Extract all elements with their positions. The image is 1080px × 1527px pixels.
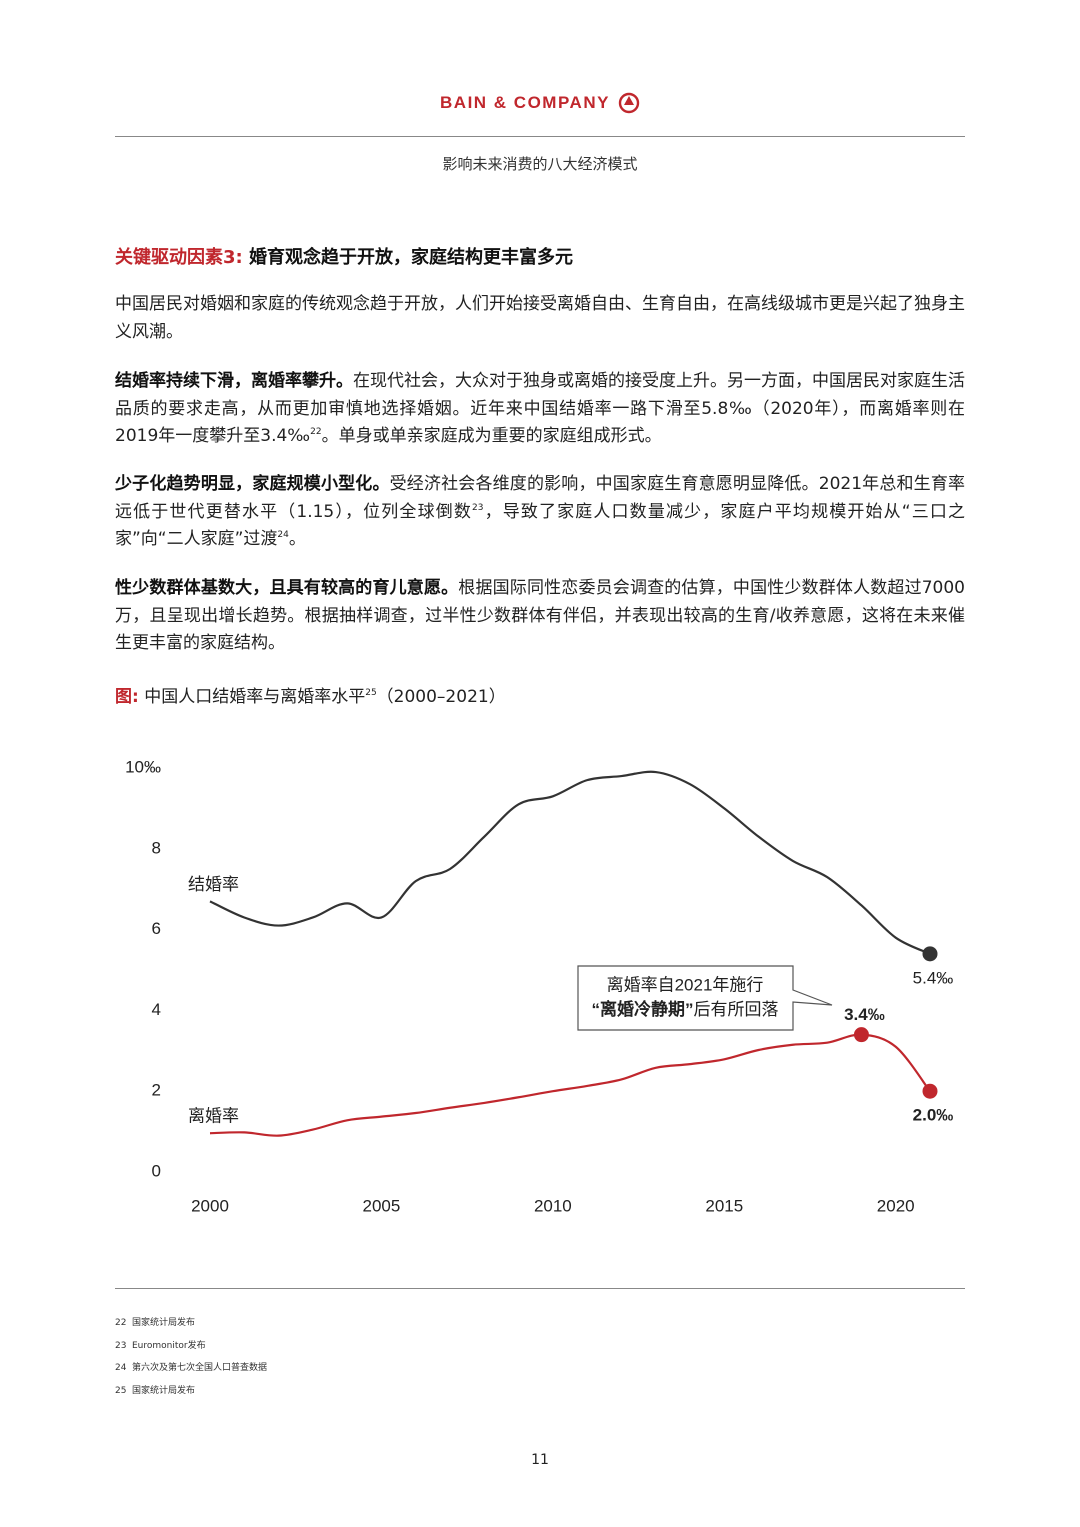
bold-text: 结婚率持续下滑，离婚率攀升。	[115, 371, 353, 391]
footnote: 24 第六次及第七次全国人口普查数据	[115, 1360, 267, 1373]
chart: 离婚率自2021年施行 “离婚冷静期”后有所回落 0 2 4 6 8 10‰ 2000 200…	[125, 757, 954, 1215]
figure-caption: 图: 中国人口结婚率与离婚率水平25（2000–2021）	[115, 682, 506, 707]
text: 。单身或单亲家庭成为重要的家庭组成形式。	[321, 426, 662, 446]
y-tick-label: 2	[152, 1081, 161, 1100]
annotation: 离婚率自2021年施行 “离婚冷静期”后有所回落	[577, 965, 833, 1031]
footnote-ref: 23	[471, 502, 484, 513]
value-label: 2.0‰	[913, 1106, 954, 1125]
annotation-emphasis: “离婚冷静期”	[592, 999, 694, 1019]
footnote-number: 22	[115, 1318, 127, 1328]
y-tick-label: 4	[152, 1000, 161, 1019]
point-marker	[922, 946, 938, 962]
series-line	[209, 1033, 931, 1137]
paragraph: 结婚率持续下滑，离婚率攀升。在现代社会，大众对于独身或离婚的接受度上升。另一方面…	[115, 368, 965, 451]
annotation-text: 离婚率自2021年施行	[607, 975, 764, 994]
section-title: 婚育观念趋于开放，家庭结构更丰富多元	[249, 247, 574, 268]
footnote-ref: 25	[365, 688, 377, 698]
footnote-number: 25	[115, 1385, 127, 1396]
footnote-text: Euromonitor发布	[132, 1340, 206, 1351]
footnote-ref: 24	[277, 530, 289, 540]
annotation-box	[577, 965, 833, 1031]
x-tick-label: 2000	[191, 1196, 229, 1215]
series-line	[209, 770, 931, 955]
footnote-text: 国家统计局发布	[132, 1385, 196, 1396]
y-tick-label: 10‰	[125, 757, 161, 776]
footnote-rule	[115, 1288, 965, 1289]
bold-text: 少子化趋势明显，家庭规模小型化。	[115, 474, 390, 494]
x-tick-label: 2005	[363, 1196, 401, 1215]
figure-range: （2000–2021）	[376, 687, 506, 707]
value-label: 3.4‰	[844, 1005, 885, 1024]
subtitle: 影响未来消费的八大经济模式	[442, 155, 638, 173]
footnote-number: 23	[115, 1340, 127, 1351]
point-marker	[853, 1027, 869, 1043]
section-heading: 关键驱动因素3: 婚育观念趋于开放，家庭结构更丰富多元	[115, 243, 573, 269]
footnote-text: 国家统计局发布	[132, 1318, 196, 1328]
value-label: 5.4‰	[913, 968, 954, 987]
series-label: 离婚率	[188, 1107, 239, 1126]
footnote: 25 国家统计局发布	[115, 1383, 195, 1396]
annotation-text: “离婚冷静期”后有所回落	[592, 999, 779, 1019]
y-tick-label: 8	[152, 838, 161, 857]
header-rule	[115, 136, 965, 137]
footnote: 22 国家统计局发布	[115, 1315, 195, 1328]
footnote: 23 Euromonitor发布	[115, 1338, 206, 1351]
x-tick-label: 2015	[705, 1196, 743, 1215]
y-tick-label: 6	[152, 919, 161, 938]
bold-text: 性少数群体基数大，且具有较高的育儿意愿。	[115, 578, 459, 598]
x-tick-label: 2020	[877, 1196, 915, 1215]
point-marker	[922, 1083, 938, 1099]
section-label: 关键驱动因素3:	[115, 247, 243, 268]
figure-label: 图:	[115, 687, 139, 707]
figure-title: 中国人口结婚率与离婚率水平	[144, 687, 366, 707]
paragraph: 少子化趋势明显，家庭规模小型化。受经济社会各维度的影响，中国家庭生育意愿明显降低…	[115, 471, 965, 554]
footnote-ref: 22	[310, 427, 322, 437]
annotation-text: 后有所回落	[694, 1000, 779, 1019]
x-tick-label: 2010	[534, 1196, 572, 1215]
footnote-text: 第六次及第七次全国人口普查数据	[132, 1363, 268, 1373]
text: 受经济社会各维度的影响，中国家庭生育意愿明显降低。2021年总和生育率远低于世代…	[115, 474, 966, 522]
footnote-number: 24	[115, 1363, 127, 1373]
y-tick-label: 0	[152, 1161, 161, 1180]
brand-logo	[618, 92, 640, 114]
brand: BAIN & COMPANY	[0, 92, 1080, 114]
page-number: 11	[531, 1452, 549, 1468]
paragraph: 中国居民对婚姻和家庭的传统观念趋于开放，人们开始接受离婚自由、生育自由，在高线级…	[115, 291, 965, 346]
paragraph: 性少数群体基数大，且具有较高的育儿意愿。根据国际同性恋委员会调查的估算，中国性少…	[115, 575, 965, 658]
brand-name: BAIN & COMPANY	[440, 93, 610, 112]
series-label: 结婚率	[188, 875, 239, 894]
text: 在现代社会，大众对于独身或离婚的接受度上升。另一方面，中国居民对家庭生活品质的要…	[115, 371, 965, 446]
text: ，导致了家庭人口数量减少，家庭户平均规模开始从“三口之家”向“二人家庭”过渡	[115, 501, 965, 550]
text: 。	[288, 529, 306, 549]
text: 根据国际同性恋委员会调查的估算，中国性少数群体人数超过7000万，且呈现出增长趋…	[115, 578, 966, 653]
text: 中国居民对婚姻和家庭的传统观念趋于开放，人们开始接受离婚自由、生育自由，在高线级…	[115, 294, 965, 342]
